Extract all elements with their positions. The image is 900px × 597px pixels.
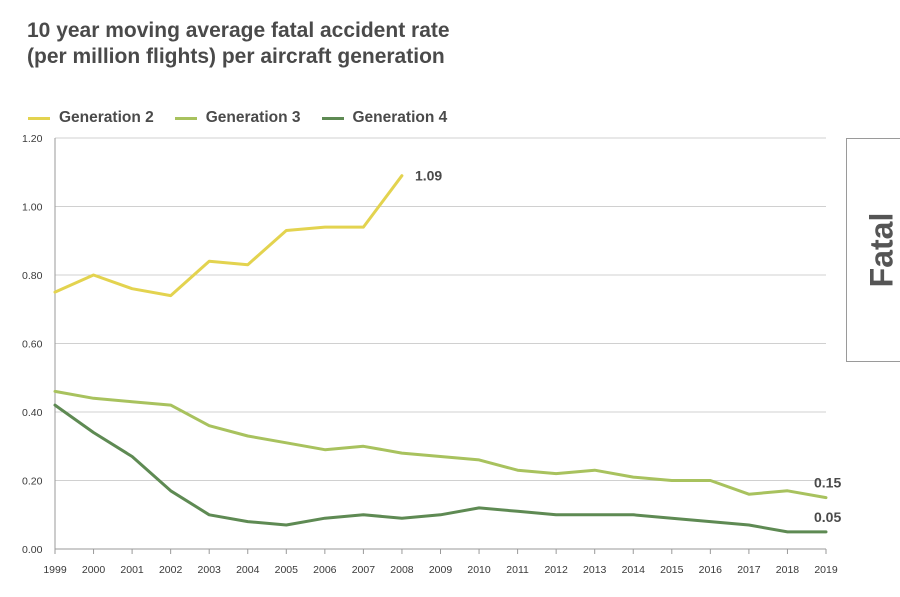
x-tick-label: 2010 [467, 564, 491, 576]
x-tick-label: 2000 [82, 564, 106, 576]
series-end-label: 1.09 [415, 168, 442, 184]
side-tab: Fatal [846, 138, 900, 362]
x-tick-label: 2014 [622, 564, 646, 576]
chart-title-line-1: 10 year moving average fatal accident ra… [27, 19, 450, 42]
x-tick-label: 2005 [275, 564, 299, 576]
legend-label-generation-2: Generation 2 [59, 109, 154, 126]
y-tick-label: 1.20 [22, 133, 43, 145]
legend-item-generation-4: Generation 4 [321, 109, 448, 127]
side-tab-label: Fatal [863, 212, 900, 288]
chart-title-line-2: (per million flights) per aircraft gener… [27, 45, 445, 68]
series-line-generation-2 [53, 174, 404, 298]
legend-item-generation-3: Generation 3 [174, 109, 301, 127]
x-tick-label: 2001 [120, 564, 144, 576]
series-end-label: 0.15 [814, 475, 841, 491]
legend-swatch-generation-4 [321, 116, 344, 120]
y-tick-label: 0.80 [22, 270, 43, 282]
x-tick-label: 2013 [583, 564, 607, 576]
x-tick-label: 2002 [159, 564, 183, 576]
y-tick-label: 0.40 [22, 407, 43, 419]
x-tick-label: 2015 [660, 564, 684, 576]
series-line-generation-4 [53, 403, 828, 534]
legend-swatch-generation-2 [28, 116, 50, 120]
x-tick-label: 2018 [776, 564, 800, 576]
x-tick-label: 2017 [737, 564, 761, 576]
legend-swatch-generation-3 [174, 116, 197, 120]
series-line-generation-3 [53, 389, 828, 500]
y-tick-label: 0.20 [22, 476, 43, 488]
x-tick-label: 2019 [814, 564, 838, 576]
x-tick-label: 2009 [429, 564, 453, 576]
x-tick-label: 2012 [544, 564, 568, 576]
legend-label-generation-3: Generation 3 [205, 109, 301, 126]
chart-legend: Generation 2 Generation 3 Generation 4 [28, 109, 468, 127]
x-tick-label: 2011 [506, 564, 529, 576]
x-tick-label: 1999 [43, 564, 67, 576]
chart-title: 10 year moving average fatal accident ra… [27, 18, 450, 70]
x-tick-label: 2007 [352, 564, 376, 576]
series-end-label: 0.05 [814, 509, 841, 525]
x-tick-label: 2004 [236, 564, 260, 576]
x-tick-label: 2006 [313, 564, 337, 576]
x-tick-label: 2003 [198, 564, 222, 576]
legend-label-generation-4: Generation 4 [352, 109, 448, 126]
x-tick-label: 2016 [699, 564, 723, 576]
legend-item-generation-2: Generation 2 [28, 109, 154, 127]
y-tick-label: 0.00 [22, 544, 43, 556]
x-tick-label: 2008 [390, 564, 414, 576]
y-tick-label: 0.60 [22, 339, 43, 351]
y-tick-label: 1.00 [22, 202, 43, 214]
